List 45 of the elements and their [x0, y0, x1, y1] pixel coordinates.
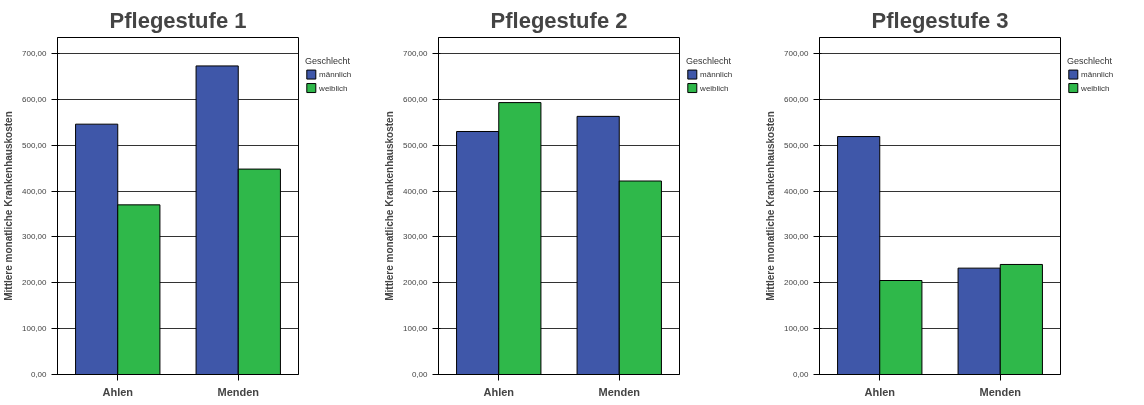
y-tick-label: 500,00 [784, 140, 810, 150]
x-tick-label: Menden [979, 385, 1022, 398]
y-tick-label: 0,00 [30, 370, 48, 379]
legend-label: männlich [319, 70, 352, 80]
y-tick-label: 100,00 [403, 324, 429, 334]
y-tick-label: 600,00 [403, 94, 429, 104]
y-axis-title: Mittlere monatliche Krankenhauskosten [3, 111, 15, 301]
y-tick-label: 400,00 [784, 186, 810, 196]
legend-label: weiblich [699, 83, 729, 93]
x-tick-label: Ahlen [483, 385, 515, 398]
y-tick-label: 700,00 [403, 49, 429, 59]
legend-title: Geschlecht [1067, 56, 1113, 67]
x-tick-label: Menden [598, 385, 641, 398]
y-tick-label: 700,00 [784, 49, 810, 59]
y-tick-label: 200,00 [403, 278, 429, 288]
y-tick-label: 100,00 [784, 324, 810, 334]
legend-label: männlich [1081, 70, 1114, 80]
y-axis-title: Mittlere monatliche Krankenhauskosten [384, 111, 396, 301]
y-tick-label: 0,00 [411, 370, 429, 379]
y-axis-title: Mittlere monatliche Krankenhauskosten [765, 111, 777, 301]
y-tick-label: 500,00 [22, 140, 48, 150]
legend-label: weiblich [318, 83, 348, 93]
chart-title: Pflegestufe 3 [871, 7, 1009, 33]
y-tick-label: 100,00 [22, 324, 48, 334]
chart-title: Pflegestufe 2 [490, 7, 628, 33]
y-tick-label: 700,00 [22, 49, 48, 59]
y-tick-label: 300,00 [403, 232, 429, 242]
legend-label: weiblich [1080, 83, 1110, 93]
y-tick-label: 400,00 [403, 186, 429, 196]
legend-title: Geschlecht [686, 56, 732, 67]
y-tick-label: 200,00 [784, 278, 810, 288]
x-tick-label: Ahlen [102, 385, 134, 398]
y-tick-label: 400,00 [22, 186, 48, 196]
legend-label: männlich [700, 70, 733, 80]
x-tick-label: Ahlen [864, 385, 896, 398]
x-tick-label: Menden [217, 385, 260, 398]
y-tick-label: 600,00 [784, 94, 810, 104]
y-tick-label: 600,00 [22, 94, 48, 104]
legend-title: Geschlecht [305, 56, 351, 67]
y-tick-label: 300,00 [22, 232, 48, 242]
chart-title: Pflegestufe 1 [109, 7, 247, 33]
y-tick-label: 500,00 [403, 140, 429, 150]
y-tick-label: 0,00 [792, 370, 810, 379]
y-tick-label: 200,00 [22, 278, 48, 288]
y-tick-label: 300,00 [784, 232, 810, 242]
